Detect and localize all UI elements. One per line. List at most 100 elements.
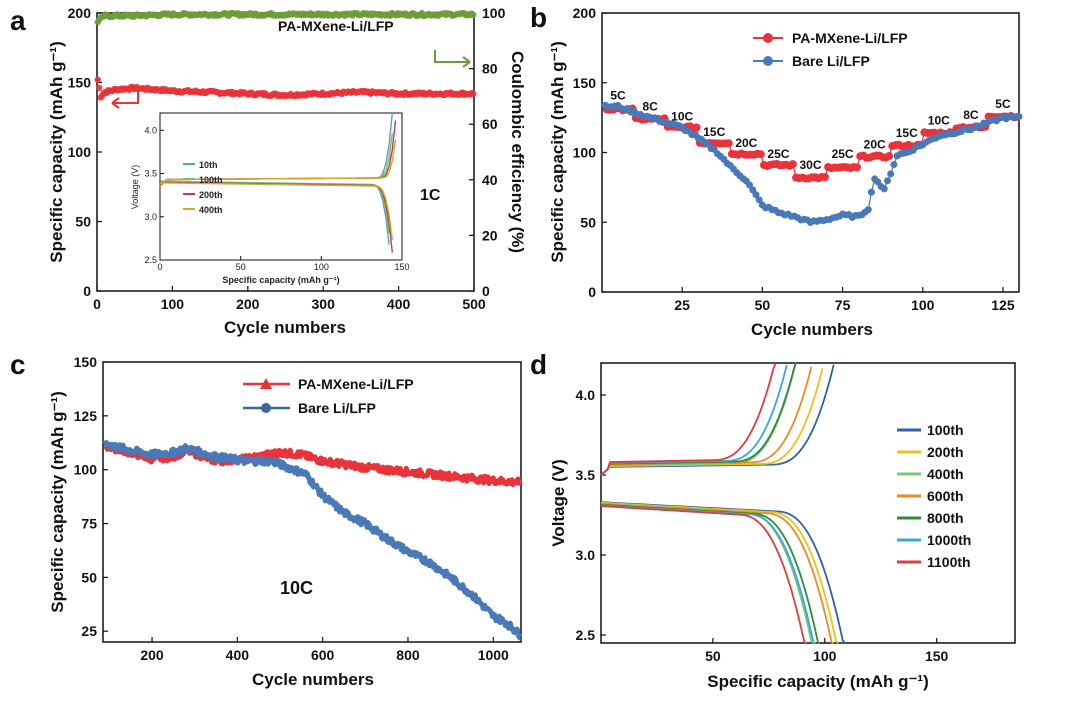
inset-legend-label: 200th (199, 190, 223, 200)
panel-c-x-tick-label: 1000 (478, 647, 509, 663)
capacity-point (96, 84, 103, 92)
bare-rate-point (752, 191, 760, 199)
panel-c-frame (102, 361, 522, 643)
legend-d-label: 1000th (927, 532, 971, 548)
rate-label: 8C (963, 108, 979, 122)
legend-d-label: 1100th (927, 554, 971, 570)
panel-a-y2-ticks: 0 20 40 60 80 100 (469, 5, 506, 299)
panel-c-y-tick-label: 25 (81, 623, 97, 639)
legend-b-label-bare: Bare Li/LFP (792, 53, 870, 69)
inset-legend-label: 100th (199, 175, 223, 185)
panel-a-y2-tick-label: 60 (482, 116, 498, 132)
legend-c-marker-pa (260, 378, 272, 389)
pa-rate-point (724, 139, 733, 148)
panel-b-y-tick-label: 50 (580, 214, 596, 230)
inset-y-title: Voltage (V) (130, 165, 140, 210)
charge-curve (600, 364, 788, 476)
panel-c-y-tick-label: 75 (81, 516, 97, 532)
panel-a-y2-tick-label: 20 (482, 227, 498, 243)
legend-b-marker-bare (763, 56, 773, 66)
panel-c-rate-label: 10C (280, 578, 313, 598)
bare-cycling-line (102, 439, 523, 641)
legend-d-label: 400th (927, 466, 964, 482)
inset-legend: 10th 100th 200th 400th (183, 160, 223, 215)
panel-c-y-tick-label: 50 (81, 569, 97, 585)
charge-curve (600, 362, 777, 476)
panel-d-x-tick-label: 150 (925, 648, 949, 664)
panel-a-y2-tick-label: 40 (482, 172, 498, 188)
panel-b-x-title: Cycle numbers (751, 320, 873, 339)
pa-rate-point (820, 173, 829, 182)
panel-a-inset: 0 50 100 150 2.5 3.0 3.5 4.0 10th 100th 200th 400t… (130, 112, 410, 285)
bare-rate-point (867, 188, 875, 196)
left-axis-arrow (111, 88, 139, 109)
panel-d-x-tick-label: 50 (705, 648, 721, 664)
right-axis-arrow (434, 50, 471, 68)
panel-a-title: PA-MXene-Li/LFP (278, 18, 394, 34)
panel-a-x-tick-label: 400 (387, 296, 411, 312)
panel-d-y-title: Voltage (V) (549, 459, 568, 547)
pa-rate-point (788, 160, 797, 169)
discharge-curve (600, 502, 815, 644)
bare-rate-point (880, 185, 888, 193)
panel-d-y-tick-label: 4.0 (576, 387, 596, 403)
bare-rate-point (887, 170, 895, 178)
panel-b-x-ticks: 25 50 75 100 125 (674, 287, 1015, 313)
panel-a-x-tick-label: 300 (312, 296, 336, 312)
panel-b-x-tick-label: 25 (674, 297, 690, 313)
panel-b-x-tick-label: 125 (991, 297, 1015, 313)
panel-c-y-title: Specific capacity (mAh g⁻¹) (48, 391, 67, 613)
inset-y-tick-label: 3.5 (144, 169, 157, 179)
legend-c-marker-bare (261, 403, 271, 413)
panel-b-rate-labels: 5C 8C 10C 15C 20C 25C 30C 25C 20C 15C 10C 8C 5C (610, 88, 1011, 172)
panel-d-y-tick-label: 3.0 (576, 547, 596, 563)
panel-a-y-ticks: 0 50 100 150 200 (68, 5, 102, 299)
panel-d-x-ticks: 50 100 150 (705, 638, 949, 664)
legend-d-label: 800th (927, 510, 964, 526)
panel-b-x-tick-label: 75 (835, 297, 851, 313)
inset-discharge-curve (159, 182, 394, 241)
panel-a-y-tick-label: 200 (68, 5, 92, 21)
rate-label: 10C (671, 109, 693, 123)
legend-d-label: 100th (927, 422, 964, 438)
inset-x-tick-label: 150 (394, 262, 409, 272)
pa-cycling-line (103, 441, 523, 488)
panel-c-x-tick-label: 800 (396, 647, 420, 663)
inset-y-tick-label: 4.0 (144, 125, 157, 135)
pa-rate-point (853, 163, 862, 172)
legend-b-label-pa: PA-MXene-Li/LFP (792, 30, 908, 46)
inset-curves (159, 112, 397, 253)
rate-label: 20C (735, 136, 757, 150)
inset-charge-curve (159, 139, 397, 187)
inset-ticks: 0 50 100 150 2.5 3.0 3.5 4.0 (144, 125, 409, 272)
legend-d-label: 200th (927, 444, 964, 460)
pa-rate-point (756, 150, 765, 159)
panel-a-x-tick-label: 500 (462, 296, 486, 312)
charge-curve (600, 364, 835, 476)
discharge-curve (600, 503, 821, 644)
rate-label: 20C (864, 137, 886, 151)
panel-a-y2-tick-label: 100 (482, 5, 506, 21)
bare-rate-point (890, 161, 898, 169)
panel-c-y-tick-label: 125 (74, 408, 98, 424)
panel-c-y-tick-label: 100 (74, 462, 98, 478)
capacity-point (94, 76, 101, 83)
panel-a-y-title: Specific capacity (mAh g⁻¹) (47, 41, 66, 263)
panel-c-y-ticks: 25 50 75 100 125 150 (74, 354, 108, 639)
panel-a-y-tick-label: 50 (75, 214, 91, 230)
panel-a-x-tick-label: 200 (236, 296, 260, 312)
panel-a-x-ticks: 0 100 200 300 400 500 (93, 286, 486, 312)
panel-b: b 25 50 75 100 125 0 50 100 150 200 5C 8C 10C 15C 20… (530, 2, 1023, 339)
inset-x-tick-label: 50 (236, 262, 246, 272)
rate-label: 15C (896, 126, 918, 140)
panel-b-y-tick-label: 150 (573, 75, 597, 91)
legend-d-label: 600th (927, 488, 964, 504)
legend-b-marker-pa (763, 33, 773, 43)
panel-b-x-tick-label: 100 (911, 297, 935, 313)
panel-d-legend: 100th 200th 400th 600th 800th 1000th 1100th (897, 422, 971, 570)
capacity-point (470, 90, 477, 97)
panel-d-x-tick-label: 100 (813, 648, 837, 664)
panel-a-y2-tick-label: 0 (482, 283, 490, 299)
panel-a-data (94, 9, 477, 101)
